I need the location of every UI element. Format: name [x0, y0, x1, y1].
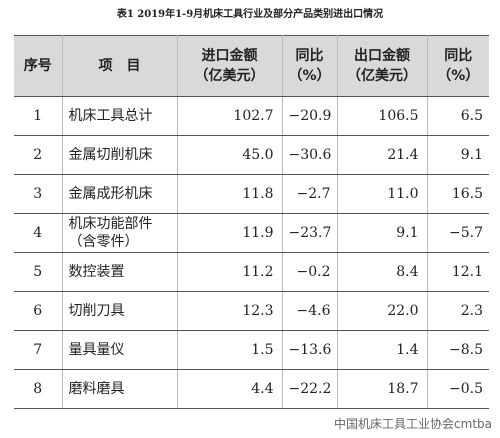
table-cell: 45.0: [176, 135, 283, 175]
table-cell: 11.8: [176, 174, 283, 214]
cell-line: 数控装置: [68, 264, 125, 280]
table-row: 7 量具量仪 1.5 −13.6 1.4 −8.5: [14, 330, 489, 370]
table-cell: 12.1: [426, 252, 489, 292]
table-cell: 8.4: [336, 252, 428, 292]
table-cell: 106.5: [336, 96, 428, 136]
table-cell: 2.3: [426, 291, 489, 331]
table-cell: 8: [14, 369, 63, 409]
table-cell: 4.4: [176, 369, 283, 409]
watermark: 中国机床工具工业协会cmtba: [334, 417, 492, 431]
table-cell: 切削刀具: [61, 291, 178, 331]
cell-line: 金属切削机床: [68, 147, 153, 163]
table-row: 2 金属切削机床 45.0 −30.6 21.4 9.1: [14, 135, 489, 175]
header-cell: 出口金额 （亿美元）: [336, 35, 428, 97]
table-cell: 22.0: [336, 291, 428, 331]
table-row: 6 切削刀具 12.3 −4.6 22.0 2.3: [14, 291, 489, 331]
header-cell: 项 目: [61, 35, 178, 97]
table-body: 1 机床工具总计 102.7 −20.9 106.5 6.5 2 金属切削机床 45.0 −30.…: [14, 96, 489, 409]
table-cell: 102.7: [176, 96, 283, 136]
table-cell: 1.5: [176, 330, 283, 370]
table-row: 1 机床工具总计 102.7 −20.9 106.5 6.5: [14, 96, 489, 136]
table-cell: 机床工具总计: [61, 96, 178, 136]
table-cell: 金属成形机床: [61, 174, 178, 214]
header-cell: 同比 （%）: [281, 35, 338, 97]
table-cell: 4: [14, 213, 63, 253]
cell-line: （亿美元）: [194, 68, 265, 84]
table-cell: −20.9: [281, 96, 338, 136]
table-cell: 磨料磨具: [61, 369, 178, 409]
cell-line: 磨料磨具: [68, 381, 125, 397]
cell-line: 同比: [444, 48, 473, 64]
table-cell: 11.0: [336, 174, 428, 214]
table-cell: −4.6: [281, 291, 338, 331]
table-row: 3 金属成形机床 11.8 −2.7 11.0 16.5: [14, 174, 489, 214]
cell-line: 量具量仪: [68, 342, 125, 358]
table-row: 4 机床功能部件 （含零件） 11.9 −23.7 9.1 −5.7: [14, 213, 489, 253]
cell-line: （%）: [288, 68, 331, 84]
table-cell: −8.5: [426, 330, 489, 370]
table-cell: 21.4: [336, 135, 428, 175]
table-cell: 2: [14, 135, 63, 175]
cell-line: 切削刀具: [68, 303, 125, 319]
table-cell: 9.1: [336, 213, 428, 253]
header-cell: 同比 （%）: [426, 35, 489, 97]
cell-line: （%）: [437, 68, 480, 84]
table-cell: −5.7: [426, 213, 489, 253]
table-cell: 9.1: [426, 135, 489, 175]
table-cell: 12.3: [176, 291, 283, 331]
table-cell: 11.2: [176, 252, 283, 292]
cell-line: 项 目: [98, 58, 141, 74]
header-cell: 序号: [14, 35, 63, 97]
table-cell: −0.5: [426, 369, 489, 409]
table-cell: 18.7: [336, 369, 428, 409]
table-cell: 金属切削机床: [61, 135, 178, 175]
cell-line: （含零件）: [68, 234, 139, 250]
cell-line: （亿美元）: [347, 68, 417, 84]
table-cell: −22.2: [281, 369, 338, 409]
cell-line: 出口金额: [354, 48, 410, 64]
table-cell: −30.6: [281, 135, 338, 175]
table-cell: 量具量仪: [61, 330, 178, 370]
data-table: 序号 项 目 进口金额 （亿美元） 同比 （%） 出口金额 （亿美元） 同比 （%） 1 机床工具总…: [14, 35, 489, 409]
table-cell: 11.9: [176, 213, 283, 253]
table-title: 表1 2019年1-9月机床工具行业及部分产品类别进出口情况: [116, 9, 384, 20]
cell-line: 金属成形机床: [68, 186, 153, 202]
table-cell: 机床功能部件 （含零件）: [61, 213, 178, 253]
table-cell: 1: [14, 96, 63, 136]
table-cell: 6: [14, 291, 63, 331]
table-cell: −2.7: [281, 174, 338, 214]
table-cell: −23.7: [281, 213, 338, 253]
table-cell: 5: [14, 252, 63, 292]
table-cell: 6.5: [426, 96, 489, 136]
table-cell: 数控装置: [61, 252, 178, 292]
table-cell: 3: [14, 174, 63, 214]
cell-line: 进口金额: [201, 48, 258, 64]
table-row: 5 数控装置 11.2 −0.2 8.4 12.1: [14, 252, 489, 292]
table-cell: 1.4: [336, 330, 428, 370]
table-cell: −13.6: [281, 330, 338, 370]
header-cell: 进口金额 （亿美元）: [176, 35, 283, 97]
cell-line: 同比: [295, 48, 324, 64]
table-cell: 7: [14, 330, 63, 370]
cell-line: 机床功能部件: [68, 216, 153, 232]
table-row: 8 磨料磨具 4.4 −22.2 18.7 −0.5: [14, 369, 489, 409]
cell-line: 序号: [23, 58, 52, 74]
table-cell: −0.2: [281, 252, 338, 292]
cell-line: 机床工具总计: [68, 108, 153, 124]
header-row: 序号 项 目 进口金额 （亿美元） 同比 （%） 出口金额 （亿美元） 同比 （%）: [14, 35, 489, 97]
table-cell: 16.5: [426, 174, 489, 214]
